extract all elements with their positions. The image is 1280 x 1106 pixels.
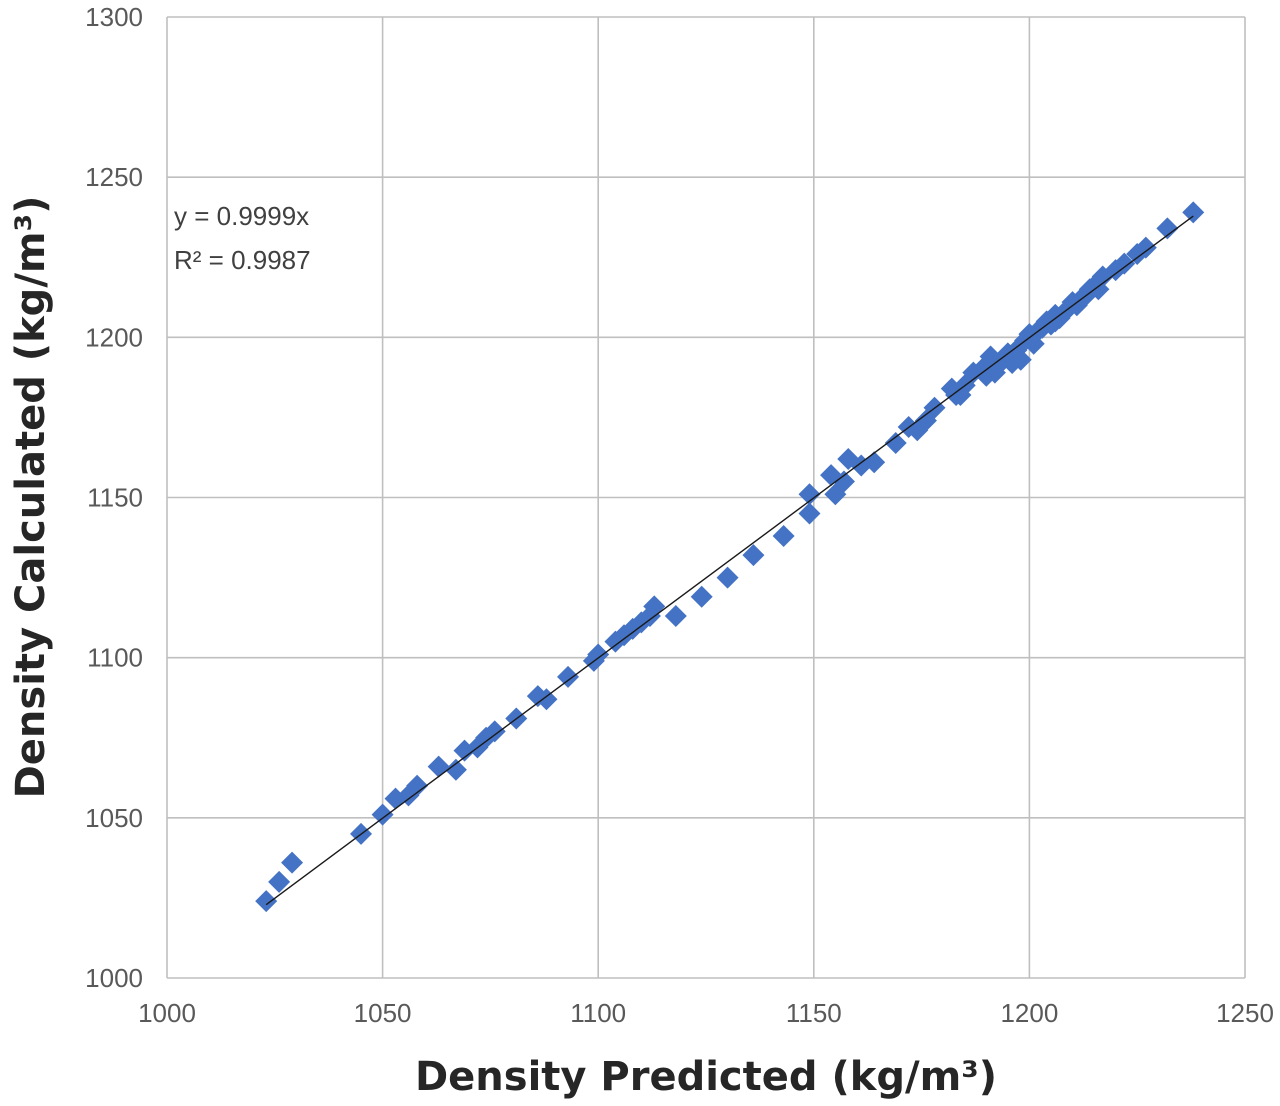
x-tick-label: 1000: [138, 998, 196, 1028]
y-tick-label: 1150: [87, 483, 143, 513]
data-point: [483, 720, 506, 743]
data-point: [884, 432, 907, 455]
data-points: [255, 201, 1205, 913]
trendline: [265, 215, 1194, 906]
data-point: [1009, 348, 1032, 371]
data-point: [716, 566, 739, 589]
data-point: [664, 605, 687, 628]
trendline-r-squared: R² = 0.9987: [174, 245, 311, 275]
data-point: [255, 890, 278, 913]
data-point: [587, 643, 610, 666]
x-tick-label: 1050: [354, 998, 412, 1028]
x-tick-label: 1150: [786, 998, 842, 1028]
data-point: [798, 502, 821, 525]
x-axis-title: Density Predicted (kg/m³): [415, 1054, 997, 1100]
data-point: [798, 483, 821, 506]
data-point: [557, 665, 580, 688]
y-tick-label: 1100: [87, 643, 143, 673]
x-tick-label: 1100: [570, 998, 626, 1028]
x-tick-label: 1200: [1000, 998, 1058, 1028]
data-point: [638, 605, 661, 628]
data-point: [742, 544, 765, 567]
y-axis-title: Density Calculated (kg/m³): [8, 196, 54, 799]
gridlines: [166, 16, 1246, 979]
data-point: [772, 524, 795, 547]
y-tick-label: 1250: [85, 162, 143, 192]
data-point: [1156, 217, 1179, 240]
data-point: [1182, 201, 1205, 224]
data-point: [1113, 252, 1136, 275]
data-point: [427, 755, 450, 778]
data-point: [268, 870, 291, 893]
y-tick-label: 1000: [85, 963, 143, 993]
linear-trendline: [265, 215, 1194, 906]
data-point: [535, 688, 558, 711]
x-axis-ticks: 1000 1050 1100 1150 1200 1250: [138, 998, 1274, 1028]
x-tick-label: 1250: [1216, 998, 1274, 1028]
y-axis-ticks: 1000 1050 1100 1150 1200 1250 1300: [85, 2, 143, 993]
y-tick-label: 1050: [85, 803, 143, 833]
data-point: [1134, 236, 1157, 259]
data-point: [281, 851, 304, 874]
data-point: [832, 470, 855, 493]
data-point: [690, 585, 713, 608]
data-point: [371, 803, 394, 826]
data-point: [444, 758, 467, 781]
y-tick-label: 1200: [85, 322, 143, 352]
trendline-equation: y = 0.9999x: [174, 201, 309, 231]
y-tick-label: 1300: [85, 2, 143, 32]
data-point: [406, 774, 429, 797]
